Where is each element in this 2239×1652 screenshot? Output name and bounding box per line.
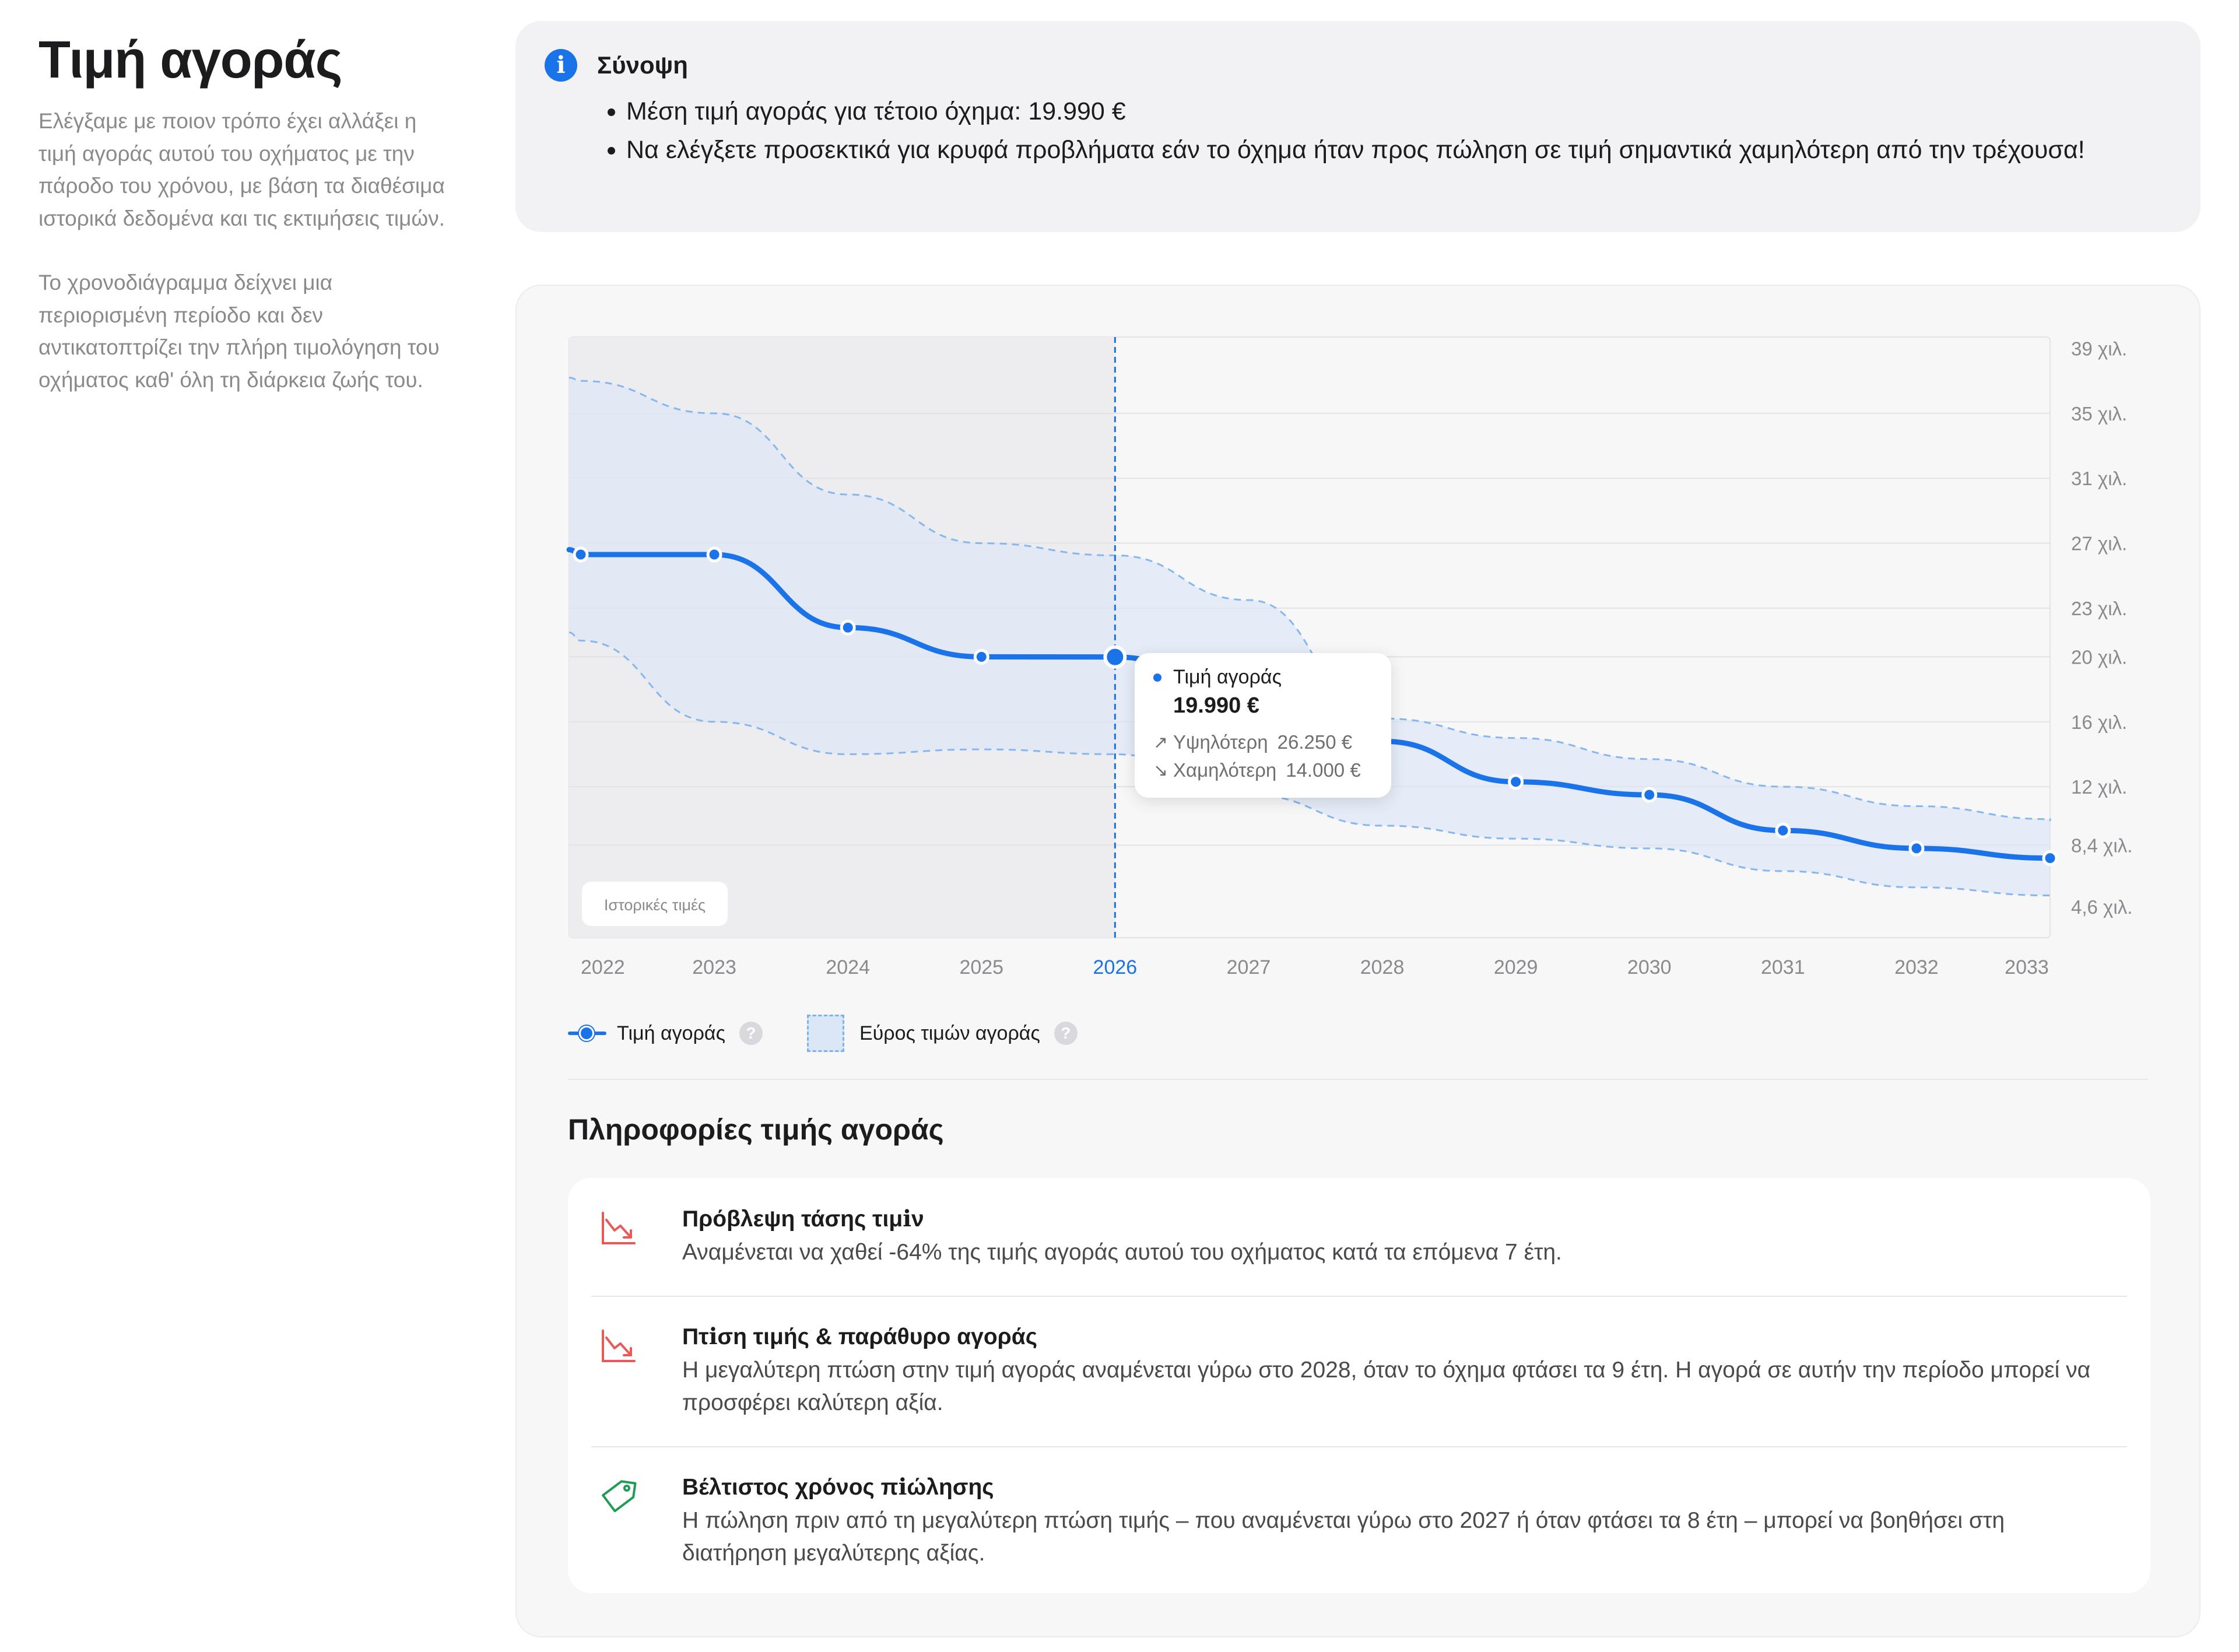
historical-badge-bg (582, 882, 728, 926)
summary-bullet: Μέση τιμή αγοράς για τέτοιο όχημα: 19.99… (626, 92, 2168, 131)
trend-down-icon (602, 1330, 636, 1362)
y-tick-label: 20 χιλ. (2071, 646, 2127, 668)
info-card: Πρόβλεψη τάσης τιμ​ℹ​ν Αναμένεται να χαθ… (568, 1178, 2150, 1593)
summary-list: Μέση τιμή αγοράς για τέτοιο όχημα: 19.99… (603, 92, 2168, 169)
section-divider (568, 1079, 2148, 1080)
tooltip-dot-icon (1153, 673, 1161, 682)
price-range-upper-edge (568, 377, 2051, 822)
y-tick-label: 12 χιλ. (2071, 776, 2127, 798)
price-tag-icon (602, 1480, 637, 1513)
sidebar-note: Το χρονοδιάγραμμα δείχνει μια περιορισμέ… (38, 271, 440, 392)
legend-range-icon (806, 1015, 844, 1052)
info-item-title: Πρόβλεψη τάσης τιμ​ℹ​ν (682, 1206, 924, 1232)
data-point[interactable] (706, 546, 722, 563)
x-tick-label: 2024 (826, 956, 870, 978)
price-chart-svg[interactable]: 39 χιλ. 35 χιλ. 31 χιλ. 27 χιλ. 23 χιλ. 20 χι… (517, 286, 2202, 1015)
x-tick-label: 2031 (1761, 956, 1805, 978)
data-point[interactable] (1103, 645, 1127, 669)
legend-line-label: Τιμή αγοράς (617, 1022, 725, 1044)
data-point[interactable] (1641, 787, 1658, 803)
info-separator (591, 1446, 2127, 1447)
x-tick-label: 2033 (2005, 956, 2049, 978)
info-item-title: Βέλτιστος χρόνος πℹώλησης (682, 1475, 994, 1500)
data-point[interactable] (840, 619, 856, 636)
info-item-description: Αναμένεται να χαθεί -64% της τιμής αγορά… (682, 1240, 1562, 1265)
tooltip-value: 19.990 € (1173, 693, 1259, 718)
tooltip-label: Τιμή αγοράς (1173, 666, 1282, 688)
help-icon[interactable]: ? (1054, 1022, 1078, 1045)
summary-box: i Σύνοψη Μέση τιμή αγοράς για τέτοιο όχη… (515, 21, 2201, 232)
x-tick-label: 2027 (1227, 956, 1271, 978)
tooltip-high-value: 26.250 € (1277, 731, 1353, 753)
data-point[interactable] (1908, 840, 1925, 857)
arrow-down-right-icon: ↘ (1153, 760, 1168, 780)
help-icon[interactable]: ? (739, 1022, 763, 1045)
y-tick-label: 23 χιλ. (2071, 598, 2127, 619)
price-range-lower-edge (568, 632, 2051, 897)
x-tick-label: 2030 (1627, 956, 1672, 978)
y-tick-label: 27 χιλ. (2071, 533, 2127, 555)
price-tooltip: Τιμή αγοράς 19.990 € ↗ Υψηλότερη 26.250 … (1135, 653, 1391, 798)
y-tick-label: 31 χιλ. (2071, 468, 2127, 489)
tooltip-high-label: Υψηλότερη (1173, 731, 1268, 753)
info-separator (591, 1296, 2127, 1297)
summary-title: Σύνοψη (597, 51, 688, 79)
tooltip-low-value: 14.000 € (1286, 759, 1361, 781)
legend-line-icon (568, 1022, 606, 1045)
sidebar: Τιμή αγοράς Ελέγξαμε με ποιον τρόπο έχει… (38, 28, 458, 396)
y-axis: 39 χιλ. 35 χιλ. 31 χιλ. 27 χιλ. 23 χιλ. 20 χι… (2071, 338, 2132, 918)
historical-badge: Ιστορικές τιμές (582, 882, 728, 926)
info-item-description: Η μεγαλύτερη πτώση στην τιμή αγοράς αναμ… (682, 1358, 2091, 1415)
legend-range-label: Εύρος τιμών αγοράς (859, 1022, 1040, 1044)
x-tick-label: 2026 (1093, 956, 1138, 978)
tooltip-low-label: Χαμηλότερη (1173, 759, 1277, 781)
info-icon: i (545, 49, 577, 82)
data-point[interactable] (1508, 774, 1524, 790)
info-item-title: Πτℹση τιμής & παράθυρο αγοράς (682, 1324, 1038, 1349)
price-range-band (569, 377, 2050, 897)
trend-down-icon (602, 1212, 636, 1244)
x-axis: 2022 2023 2024 2025 2026 2027 2028 2029 2030 2031… (581, 956, 2049, 978)
x-tick-label: 2022 (581, 956, 625, 978)
x-tick-label: 2029 (1494, 956, 1538, 978)
historical-badge-label: Ιστορικές τιμές (604, 896, 706, 914)
x-tick-label: 2023 (692, 956, 736, 978)
x-tick-label: 2025 (959, 956, 1003, 978)
data-point[interactable] (2042, 850, 2058, 867)
x-tick-label: 2032 (1894, 956, 1939, 978)
page-title: Τιμή αγοράς (38, 31, 343, 89)
sidebar-description: Ελέγξαμε με ποιον τρόπο έχει αλλάξει η τ… (38, 109, 445, 230)
price-chart[interactable]: 39 χιλ. 35 χιλ. 31 χιλ. 27 χιλ. 23 χιλ. 20 χι… (517, 286, 2202, 1079)
chart-legend: Τιμή αγοράς ? Εύρος τιμών αγοράς ? (568, 1015, 1078, 1052)
summary-bullet: Να ελέγξετε προσεκτικά για κρυφά προβλήμ… (626, 131, 2168, 169)
info-item-description: Η πώληση πριν από τη μεγαλύτερη πτώση τι… (682, 1508, 2005, 1566)
y-tick-label: 39 χιλ. (2071, 338, 2127, 359)
chart-panel: 39 χιλ. 35 χιλ. 31 χιλ. 27 χιλ. 23 χιλ. 20 χι… (515, 285, 2201, 1637)
data-point[interactable] (973, 648, 989, 665)
y-tick-label: 4,6 χιλ. (2071, 896, 2132, 918)
data-point[interactable] (573, 546, 589, 563)
arrow-up-right-icon: ↗ (1153, 732, 1168, 752)
data-point[interactable] (1775, 822, 1791, 839)
y-tick-label: 8,4 χιλ. (2071, 834, 2132, 856)
info-section-title: Πληροφορίες τιμής αγοράς (568, 1113, 944, 1146)
y-tick-label: 35 χιλ. (2071, 403, 2127, 425)
y-tick-label: 16 χιλ. (2071, 711, 2127, 733)
x-tick-label: 2028 (1360, 956, 1405, 978)
